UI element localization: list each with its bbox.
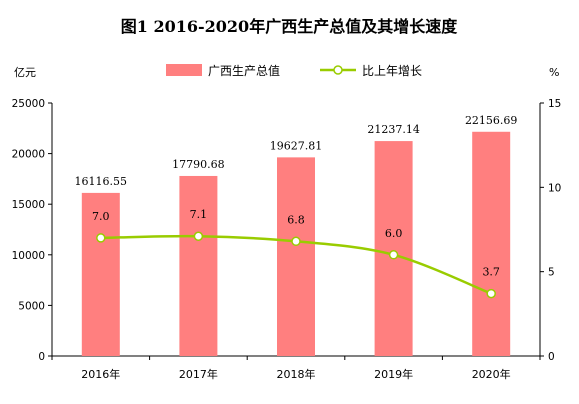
left-tick-label: 0 <box>38 351 45 363</box>
legend-bar-swatch <box>166 64 202 76</box>
growth-rate-value-label: 7.0 <box>92 210 110 223</box>
left-tick-label: 20000 <box>12 149 45 161</box>
growth-rate-point <box>388 250 399 260</box>
gdp-bar-value-label: 21237.14 <box>367 123 420 136</box>
gdp-bar <box>179 175 218 356</box>
gdp-bar <box>81 192 120 356</box>
left-axis-unit: 亿元 <box>14 66 36 79</box>
growth-rate-value-label: 6.0 <box>385 227 403 240</box>
x-category-label: 2018年 <box>277 367 316 381</box>
plot-area: 0 5000 10000 15000 20000 25000 0 5 10 15 2016年 2017… <box>12 98 562 381</box>
legend-line-marker <box>333 65 343 75</box>
left-tick-label: 25000 <box>12 98 45 110</box>
right-axis-unit: % <box>549 66 559 79</box>
gdp-bar-value-label: 17790.68 <box>172 158 225 171</box>
left-tick-label: 5000 <box>18 300 45 312</box>
legend: 广西生产总值 比上年增长 <box>166 63 422 78</box>
growth-rate-value-label: 3.7 <box>482 266 500 279</box>
growth-rate-value-label: 7.1 <box>190 208 208 221</box>
x-category-label: 2019年 <box>374 367 413 381</box>
x-category-label: 2020年 <box>472 367 511 381</box>
gdp-bar <box>374 141 413 356</box>
legend-bar-label: 广西生产总值 <box>208 63 280 78</box>
growth-rate-point <box>96 233 106 243</box>
right-tick-label: 15 <box>548 98 561 110</box>
x-category-label: 2016年 <box>81 367 120 381</box>
growth-rate-point <box>486 288 496 299</box>
gdp-bar-value-label: 22156.69 <box>465 114 518 127</box>
chart-title: 图1 2016-2020年广西生产总值及其增长速度 <box>121 17 458 36</box>
right-tick-label: 5 <box>548 267 555 279</box>
left-tick-label: 10000 <box>12 250 45 262</box>
gdp-bar-value-label: 19627.81 <box>270 139 323 152</box>
growth-rate-value-label: 6.8 <box>287 213 305 226</box>
right-tick-label: 10 <box>548 182 561 194</box>
right-tick-label: 0 <box>548 351 555 363</box>
x-category-label: 2017年 <box>179 367 218 381</box>
left-tick-label: 15000 <box>12 199 45 211</box>
legend-line-label: 比上年增长 <box>362 64 422 78</box>
gdp-bar-value-label: 16116.55 <box>75 175 128 188</box>
growth-rate-point <box>193 231 204 241</box>
growth-rate-point <box>291 236 301 247</box>
gdp-bar <box>472 131 511 356</box>
gdp-bar <box>277 157 315 356</box>
